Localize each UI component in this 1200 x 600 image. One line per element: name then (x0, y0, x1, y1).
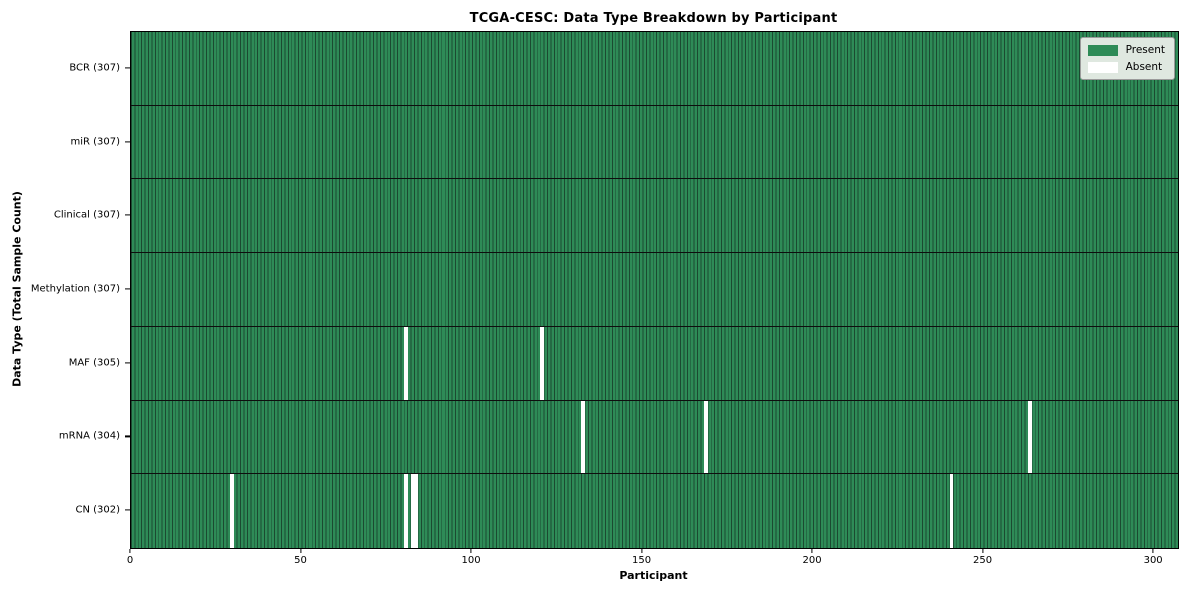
heatmap-row-MAF (131, 326, 1178, 401)
y-tick-label-miR: miR (307) (70, 136, 120, 148)
x-tick-mark (129, 548, 131, 553)
y-tick-mark (125, 214, 130, 216)
absent-gap-CN-82 (410, 474, 415, 548)
absent-gap-MAF-80 (403, 326, 408, 400)
x-tick-label-50: 50 (294, 555, 307, 566)
chart-title: TCGA-CESC: Data Type Breakdown by Partic… (469, 11, 838, 26)
heatmap-row-Clinical (131, 179, 1178, 254)
absent-gap-mRNA-168 (703, 400, 708, 474)
x-tick-label-200: 200 (802, 555, 822, 566)
heatmap-row-BCR (131, 32, 1178, 106)
heatmap-row-Methylation (131, 253, 1178, 327)
x-tick-label-150: 150 (632, 555, 652, 566)
x-tick-label-250: 250 (973, 555, 993, 566)
y-tick-mark (125, 67, 130, 69)
heatmap-row-CN (131, 474, 1178, 548)
x-tick-label-300: 300 (1143, 555, 1163, 566)
y-tick-mark (125, 362, 130, 364)
x-tick-mark (640, 548, 643, 553)
y-tick-label-BCR: BCR (307) (69, 62, 120, 74)
y-tick-label-Clinical: Clinical (307) (53, 209, 120, 221)
plot-area (130, 31, 1179, 549)
x-tick-label-100: 100 (461, 555, 481, 566)
absent-gap-mRNA-263 (1027, 400, 1032, 474)
x-tick-mark (299, 548, 302, 553)
x-tick-mark (1152, 548, 1154, 553)
heatmap-row-mRNA (131, 400, 1178, 475)
y-tick-mark (125, 140, 130, 143)
y-tick-label-mRNA: mRNA (304) (58, 430, 120, 442)
absent-gap-CN-240 (949, 474, 954, 548)
x-tick-mark (470, 548, 472, 553)
y-tick-label-MAF: MAF (305) (68, 357, 120, 369)
x-tick-mark (811, 548, 813, 553)
x-axis-label: Participant (619, 569, 688, 582)
legend-label: Present (1125, 44, 1165, 56)
legend-swatch-present (1087, 44, 1118, 56)
absent-gap-mRNA-132 (581, 400, 585, 474)
y-tick-mark (125, 509, 130, 511)
x-tick-mark (982, 548, 984, 553)
y-tick-mark (125, 435, 130, 438)
absent-gap-CN-83 (414, 474, 418, 548)
legend-entry-absent: Absent (1087, 61, 1165, 73)
absent-gap-CN-80 (403, 474, 408, 548)
absent-gap-CN-29 (229, 474, 234, 548)
legend-label: Absent (1125, 61, 1163, 73)
heatmap-rows (131, 32, 1178, 548)
legend-swatch-absent (1087, 61, 1118, 73)
y-tick-label-Methylation: Methylation (307) (30, 283, 120, 295)
y-tick-mark (125, 288, 130, 290)
x-tick-label-0: 0 (126, 555, 134, 566)
legend-entry-present: Present (1087, 44, 1165, 56)
legend: Present Absent (1079, 37, 1175, 80)
heatmap-row-miR (131, 106, 1178, 180)
absent-gap-MAF-120 (540, 326, 545, 400)
y-tick-label-CN: CN (302) (75, 504, 120, 516)
